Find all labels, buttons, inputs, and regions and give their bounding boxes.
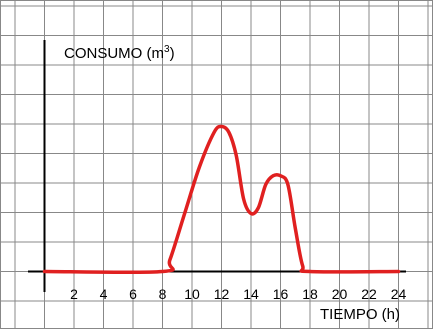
x-tick-label: 10: [184, 286, 200, 302]
x-tick-label: 4: [100, 286, 108, 302]
x-tick-label: 16: [273, 286, 289, 302]
x-tick-label: 2: [70, 286, 78, 302]
x-tick-label: 8: [159, 286, 167, 302]
x-axis-title: TIEMPO (h): [320, 306, 400, 323]
x-tick-label: 6: [129, 286, 137, 302]
x-tick-label: 14: [243, 286, 259, 302]
consumption-line: [42, 124, 401, 275]
x-tick-label: 20: [332, 286, 348, 302]
x-tick-label: 24: [391, 286, 407, 302]
y-axis-title-close: ): [170, 45, 175, 62]
x-tick-label: 22: [361, 286, 377, 302]
x-tick-labels: 2 4 6 8 10 12 14 16 18 20 22 24: [70, 286, 406, 302]
y-axis-title: CONSUMO (m3): [64, 44, 175, 62]
y-axis-title-superscript: 3: [164, 44, 170, 55]
axes: [28, 40, 406, 292]
x-tick-label: 12: [214, 286, 230, 302]
x-tick-label: 18: [302, 286, 318, 302]
y-axis-title-text: CONSUMO (m: [64, 45, 164, 62]
